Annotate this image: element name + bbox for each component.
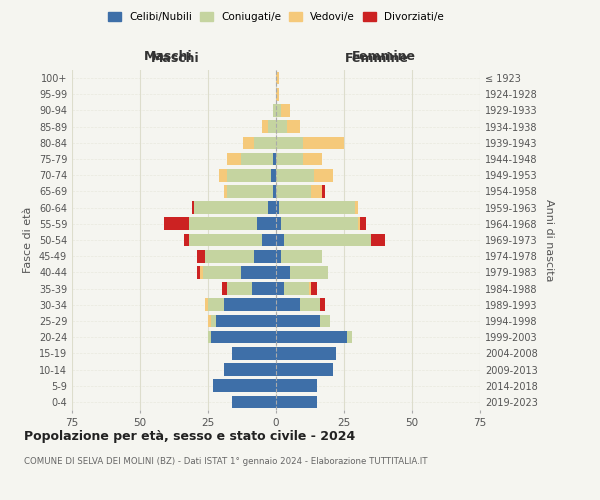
Bar [244,136,254,149]
Bar [358,218,361,230]
Bar [276,104,281,117]
Bar [216,314,276,328]
Y-axis label: Anni di nascita: Anni di nascita [544,198,554,281]
Bar [276,120,287,133]
Bar [251,282,276,295]
Bar [281,218,358,230]
Bar [355,202,358,214]
Bar [276,347,336,360]
Bar [194,202,268,214]
Bar [276,363,333,376]
Bar [262,120,268,133]
Bar [276,314,320,328]
Bar [273,185,276,198]
Text: Femmine: Femmine [344,52,409,65]
Bar [276,88,279,101]
Bar [214,380,276,392]
Bar [276,266,290,278]
Bar [205,250,254,262]
Bar [224,298,276,311]
Bar [271,169,276,181]
Bar [320,314,331,328]
Bar [197,266,200,278]
Bar [371,234,385,246]
Bar [184,234,189,246]
Bar [361,218,366,230]
Bar [254,136,276,149]
Bar [227,185,273,198]
Text: Femmine: Femmine [352,50,416,62]
Bar [189,234,262,246]
Text: COMUNE DI SELVA DEI MOLINI (BZ) - Dati ISTAT 1° gennaio 2024 - Elaborazione TUTT: COMUNE DI SELVA DEI MOLINI (BZ) - Dati I… [24,458,427,466]
Bar [205,298,208,311]
Bar [276,136,303,149]
Bar [208,331,211,344]
Bar [211,314,216,328]
Bar [290,266,328,278]
Bar [311,282,317,295]
Bar [224,185,227,198]
Bar [301,298,320,311]
Bar [287,120,301,133]
Bar [227,152,241,166]
Text: Maschi: Maschi [143,50,193,62]
Bar [273,152,276,166]
Bar [284,282,308,295]
Text: Maschi: Maschi [151,52,200,65]
Bar [276,282,284,295]
Bar [268,202,276,214]
Bar [276,298,301,311]
Bar [276,380,317,392]
Bar [203,266,241,278]
Bar [189,218,257,230]
Bar [232,396,276,408]
Bar [311,185,322,198]
Bar [232,347,276,360]
Bar [276,152,303,166]
Bar [224,363,276,376]
Bar [281,104,290,117]
Bar [241,152,273,166]
Text: Popolazione per età, sesso e stato civile - 2024: Popolazione per età, sesso e stato civil… [24,430,355,443]
Bar [257,218,276,230]
Bar [268,120,276,133]
Bar [314,169,333,181]
Bar [303,152,322,166]
Bar [164,218,189,230]
Bar [276,202,279,214]
Bar [197,250,205,262]
Bar [211,331,276,344]
Bar [200,266,203,278]
Bar [219,169,227,181]
Bar [208,298,224,311]
Legend: Celibi/Nubili, Coniugati/e, Vedovi/e, Divorziati/e: Celibi/Nubili, Coniugati/e, Vedovi/e, Di… [104,8,448,26]
Bar [221,282,227,295]
Bar [303,136,344,149]
Bar [276,331,347,344]
Bar [347,331,352,344]
Bar [254,250,276,262]
Bar [320,298,325,311]
Bar [276,396,317,408]
Bar [241,266,276,278]
Bar [279,202,355,214]
Bar [227,282,251,295]
Bar [284,234,371,246]
Bar [322,185,325,198]
Bar [208,314,211,328]
Bar [191,202,194,214]
Bar [227,169,271,181]
Bar [276,169,314,181]
Bar [276,250,281,262]
Bar [276,185,311,198]
Bar [308,282,311,295]
Bar [281,250,322,262]
Y-axis label: Fasce di età: Fasce di età [23,207,33,273]
Bar [276,234,284,246]
Bar [276,218,281,230]
Bar [273,104,276,117]
Bar [262,234,276,246]
Bar [276,72,279,85]
